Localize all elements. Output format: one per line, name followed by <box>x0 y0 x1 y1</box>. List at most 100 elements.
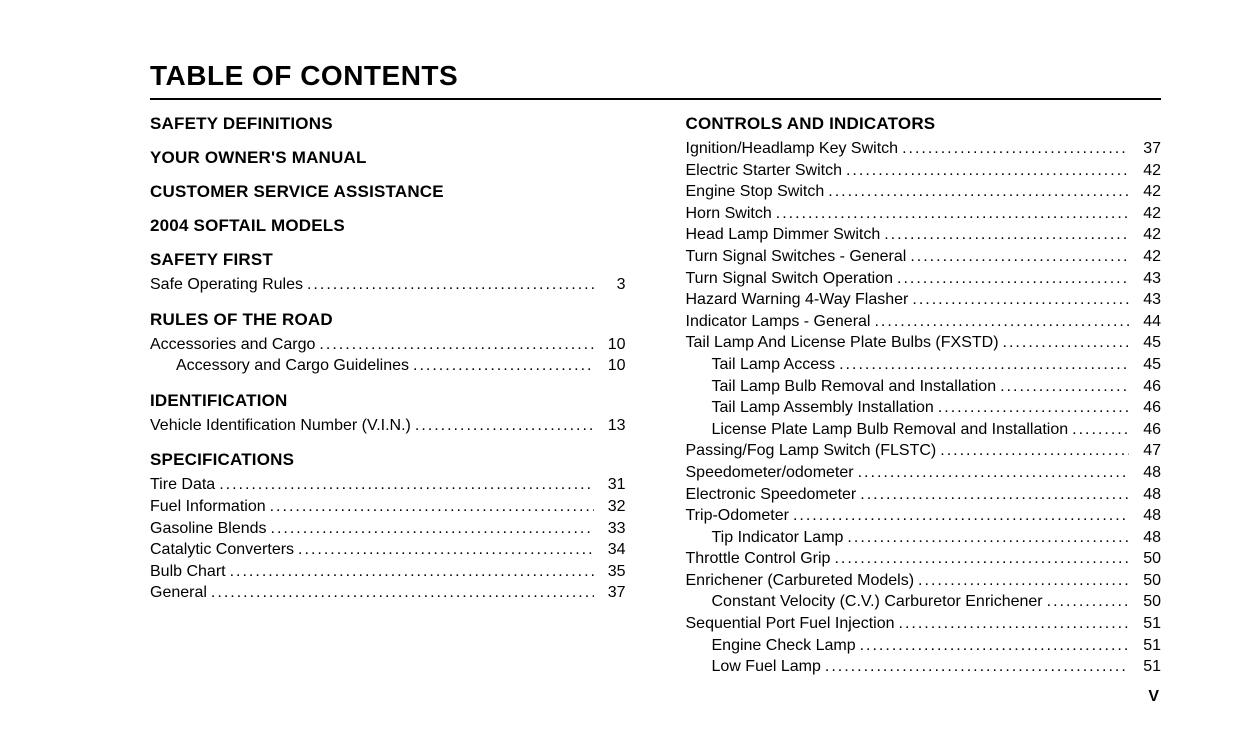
toc-entry-page: 13 <box>594 415 626 437</box>
toc-entry: Engine Check Lamp51 <box>686 635 1162 657</box>
toc-entry-label: Tail Lamp And License Plate Bulbs (FXSTD… <box>686 332 999 354</box>
toc-entry: Indicator Lamps - General 44 <box>686 311 1162 333</box>
toc-entry-page: 50 <box>1129 548 1161 570</box>
toc-entry: Tail Lamp Bulb Removal and Installation 4… <box>686 376 1162 398</box>
toc-entry: Tail Lamp And License Plate Bulbs (FXSTD… <box>686 332 1162 354</box>
toc-entry: Sequential Port Fuel Injection51 <box>686 613 1162 635</box>
page-title: TABLE OF CONTENTS <box>150 60 1161 92</box>
toc-leader <box>914 570 1129 592</box>
toc-leader <box>880 224 1129 246</box>
toc-entry: Safe Operating Rules3 <box>150 274 626 296</box>
toc-entry-page: 42 <box>1129 203 1161 225</box>
toc-entry: Electronic Speedometer48 <box>686 484 1162 506</box>
toc-leader <box>906 246 1129 268</box>
toc-entry: Bulb Chart35 <box>150 561 626 583</box>
toc-entry: Hazard Warning 4-Way Flasher 43 <box>686 289 1162 311</box>
toc-entry-page: 43 <box>1129 289 1161 311</box>
section-heading: IDENTIFICATION <box>150 391 626 411</box>
toc-leader <box>821 656 1129 678</box>
toc-entry-page: 42 <box>1129 246 1161 268</box>
toc-entry-page: 51 <box>1129 656 1161 678</box>
toc-entry-page: 44 <box>1129 311 1161 333</box>
toc-entry: Electric Starter Switch42 <box>686 160 1162 182</box>
toc-entry-page: 37 <box>1129 138 1161 160</box>
toc-entry: Engine Stop Switch42 <box>686 181 1162 203</box>
toc-column: SAFETY DEFINITIONSYOUR OWNER'S MANUALCUS… <box>150 114 626 678</box>
toc-leader <box>207 582 594 604</box>
toc-entry-label: Electric Starter Switch <box>686 160 842 182</box>
toc-entry-page: 48 <box>1129 462 1161 484</box>
toc-leader <box>830 548 1129 570</box>
toc-leader <box>772 203 1129 225</box>
toc-columns: SAFETY DEFINITIONSYOUR OWNER'S MANUALCUS… <box>150 114 1161 678</box>
toc-leader <box>893 268 1129 290</box>
title-rule <box>150 98 1161 100</box>
toc-entry-label: Engine Check Lamp <box>686 635 856 657</box>
toc-leader <box>835 354 1129 376</box>
toc-entry: Passing/Fog Lamp Switch (FLSTC)47 <box>686 440 1162 462</box>
toc-entry-label: Speedometer/odometer <box>686 462 854 484</box>
toc-entry-label: Accessories and Cargo <box>150 334 315 356</box>
toc-entry: Fuel Information 32 <box>150 496 626 518</box>
section-heading: SPECIFICATIONS <box>150 450 626 470</box>
toc-entry-page: 50 <box>1129 570 1161 592</box>
toc-leader <box>789 505 1129 527</box>
toc-leader <box>303 274 594 296</box>
toc-entry-label: Tail Lamp Assembly Installation <box>686 397 934 419</box>
toc-entry-label: Tail Lamp Bulb Removal and Installation <box>686 376 997 398</box>
toc-entry-label: Constant Velocity (C.V.) Carburetor Enri… <box>686 591 1043 613</box>
section-heading: 2004 SOFTAIL MODELS <box>150 216 626 236</box>
toc-page: TABLE OF CONTENTS SAFETY DEFINITIONSYOUR… <box>0 0 1241 726</box>
toc-entry: License Plate Lamp Bulb Removal and Inst… <box>686 419 1162 441</box>
toc-leader <box>215 474 593 496</box>
toc-entry-label: Low Fuel Lamp <box>686 656 821 678</box>
toc-entry-label: Throttle Control Grip <box>686 548 831 570</box>
toc-leader <box>411 415 594 437</box>
toc-entry-label: Indicator Lamps - General <box>686 311 871 333</box>
toc-leader <box>824 181 1129 203</box>
toc-entry-page: 37 <box>594 582 626 604</box>
toc-entry-page: 32 <box>594 496 626 518</box>
toc-entry-label: Fuel Information <box>150 496 266 518</box>
toc-entry: Trip-Odometer 48 <box>686 505 1162 527</box>
toc-entry-page: 43 <box>1129 268 1161 290</box>
toc-entry-page: 48 <box>1129 484 1161 506</box>
toc-entry-label: License Plate Lamp Bulb Removal and Inst… <box>686 419 1069 441</box>
toc-leader <box>266 496 594 518</box>
toc-entry: Accessory and Cargo Guidelines10 <box>150 355 626 377</box>
toc-entry-page: 50 <box>1129 591 1161 613</box>
toc-entry-page: 48 <box>1129 505 1161 527</box>
toc-entry-label: Trip-Odometer <box>686 505 789 527</box>
toc-entry-label: Accessory and Cargo Guidelines <box>150 355 409 377</box>
toc-entry-label: Tail Lamp Access <box>686 354 836 376</box>
toc-entry-page: 48 <box>1129 527 1161 549</box>
toc-entry-page: 42 <box>1129 181 1161 203</box>
toc-entry-label: Hazard Warning 4-Way Flasher <box>686 289 909 311</box>
toc-leader <box>854 462 1129 484</box>
toc-entry-label: Catalytic Converters <box>150 539 294 561</box>
toc-leader <box>999 332 1129 354</box>
toc-entry-label: General <box>150 582 207 604</box>
toc-entry-label: Passing/Fog Lamp Switch (FLSTC) <box>686 440 937 462</box>
page-marker: V <box>150 688 1161 706</box>
toc-entry: Vehicle Identification Number (V.I.N.)13 <box>150 415 626 437</box>
toc-entry-label: Ignition/Headlamp Key Switch <box>686 138 899 160</box>
toc-entry-page: 45 <box>1129 354 1161 376</box>
toc-entry-page: 34 <box>594 539 626 561</box>
toc-leader <box>936 440 1129 462</box>
toc-entry-page: 45 <box>1129 332 1161 354</box>
toc-entry: Tail Lamp Access 45 <box>686 354 1162 376</box>
toc-entry-page: 10 <box>594 334 626 356</box>
toc-leader <box>856 635 1129 657</box>
toc-leader <box>842 160 1129 182</box>
toc-entry-page: 35 <box>594 561 626 583</box>
toc-entry-page: 46 <box>1129 376 1161 398</box>
toc-entry-page: 46 <box>1129 397 1161 419</box>
toc-leader <box>409 355 593 377</box>
toc-entry-page: 42 <box>1129 224 1161 246</box>
toc-leader <box>1043 591 1129 613</box>
toc-leader <box>843 527 1129 549</box>
toc-entry: Tire Data31 <box>150 474 626 496</box>
section-heading: YOUR OWNER'S MANUAL <box>150 148 626 168</box>
toc-entry: Low Fuel Lamp 51 <box>686 656 1162 678</box>
